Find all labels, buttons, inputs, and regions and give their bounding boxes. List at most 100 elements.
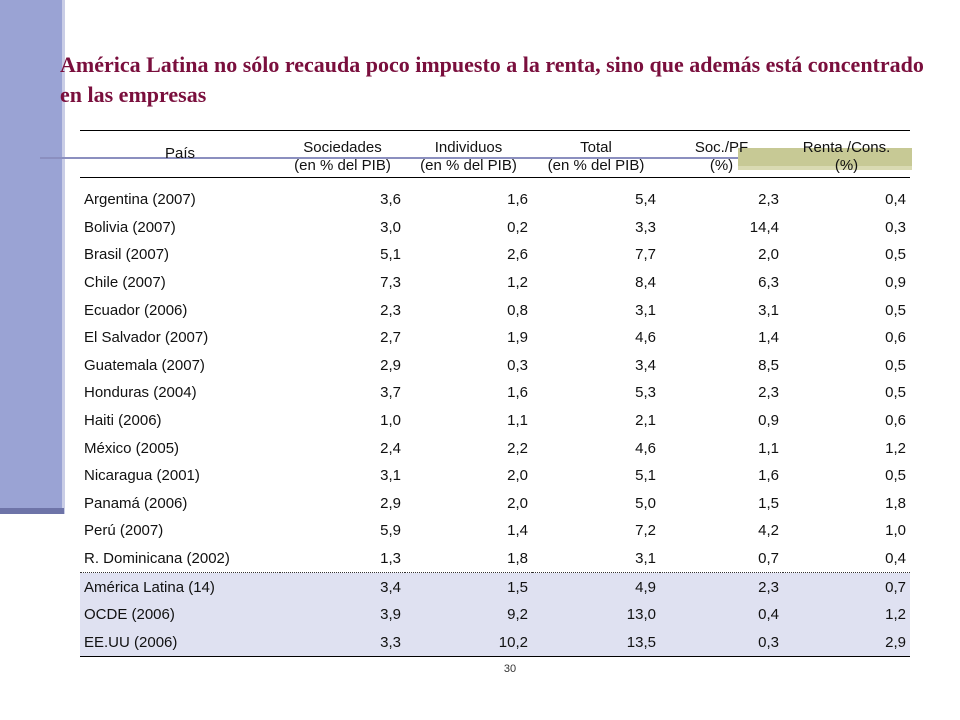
- value-cell: 2,9: [380, 356, 401, 374]
- table-row: Perú (2007) 5,9 1,4 7,2 4,2 1,0: [80, 517, 910, 545]
- table-row: Haiti (2006) 1,0 1,1 2,1 0,9 0,6: [80, 407, 910, 435]
- country-cell: OCDE (2006): [80, 600, 280, 629]
- value-cell: 14,4: [749, 218, 779, 236]
- value-cell: 1,8: [507, 550, 528, 568]
- decorative-left-bar-shadow: [62, 0, 65, 514]
- country-cell: EE.UU (2006): [80, 628, 280, 658]
- value-cell: 5,4: [635, 191, 656, 209]
- decorative-left-bar-edge: [0, 508, 64, 514]
- value-cell: 3,1: [758, 301, 779, 319]
- value-cell: 0,3: [507, 356, 528, 374]
- value-cell: 2,1: [635, 412, 656, 430]
- table-row: Panamá (2006) 2,9 2,0 5,0 1,5 1,8: [80, 490, 910, 518]
- value-cell: 1,1: [507, 412, 528, 430]
- country-cell: R. Dominicana (2002): [84, 550, 230, 568]
- value-cell: 1,6: [507, 191, 528, 209]
- header-unit-renta-cons: (%): [783, 157, 910, 178]
- value-cell: 6,3: [758, 274, 779, 292]
- country-cell: Honduras (2004): [84, 384, 197, 402]
- table-row: Nicaragua (2001) 3,1 2,0 5,1 1,6 0,5: [80, 462, 910, 490]
- value-cell: 3,1: [380, 467, 401, 485]
- value-cell: 2,0: [507, 494, 528, 512]
- country-cell: El Salvador (2007): [84, 329, 209, 347]
- value-cell: 0,4: [660, 600, 783, 629]
- header-unit-individuos: (en % del PIB): [405, 157, 532, 178]
- value-cell: 0,8: [507, 301, 528, 319]
- value-cell: 0,6: [885, 329, 906, 347]
- decorative-left-bar: [0, 0, 62, 510]
- country-cell: América Latina (14): [80, 572, 280, 601]
- value-cell: 3,0: [380, 218, 401, 236]
- header-individuos: Individuos: [405, 130, 532, 157]
- header-total: Total: [532, 130, 660, 157]
- value-cell: 1,6: [758, 467, 779, 485]
- table-row: El Salvador (2007) 2,7 1,9 4,6 1,4 0,6: [80, 324, 910, 352]
- value-cell: 0,3: [660, 628, 783, 658]
- table-row: Brasil (2007) 5,1 2,6 7,7 2,0 0,5: [80, 241, 910, 269]
- value-cell: 1,5: [758, 494, 779, 512]
- value-cell: 5,9: [380, 522, 401, 540]
- country-cell: Perú (2007): [84, 522, 164, 540]
- value-cell: 1,4: [507, 522, 528, 540]
- page-number: 30: [503, 663, 517, 675]
- value-cell: 1,8: [885, 494, 906, 512]
- table-row: Chile (2007) 7,3 1,2 8,4 6,3 0,9: [80, 269, 910, 297]
- table-row: Ecuador (2006) 2,3 0,8 3,1 3,1 0,5: [80, 296, 910, 324]
- tax-table-container: País Sociedades Individuos Total Soc./PF…: [80, 130, 910, 658]
- value-cell: 1,3: [380, 550, 401, 568]
- value-cell: 0,5: [885, 384, 906, 402]
- value-cell: 1,5: [405, 572, 532, 601]
- summary-row: América Latina (14) 3,4 1,5 4,9 2,3 0,7: [80, 572, 910, 601]
- value-cell: 0,7: [783, 572, 910, 601]
- value-cell: 2,3: [380, 301, 401, 319]
- country-cell: Haiti (2006): [84, 412, 162, 430]
- value-cell: 5,1: [635, 467, 656, 485]
- header-row-2: (en % del PIB) (en % del PIB) (en % del …: [80, 157, 910, 178]
- value-cell: 2,7: [380, 329, 401, 347]
- country-cell: Guatemala (2007): [84, 356, 205, 374]
- value-cell: 10,2: [405, 628, 532, 658]
- value-cell: 1,2: [885, 439, 906, 457]
- header-sociedades: Sociedades: [280, 130, 405, 157]
- value-cell: 3,3: [280, 628, 405, 658]
- header-unit-total: (en % del PIB): [532, 157, 660, 178]
- table-body: Argentina (2007) 3,6 1,6 5,4 2,3 0,4 Bolivia (…: [80, 178, 910, 658]
- country-cell: Nicaragua (2001): [84, 467, 200, 485]
- value-cell: 3,9: [280, 600, 405, 629]
- value-cell: 4,2: [758, 522, 779, 540]
- value-cell: 1,2: [507, 274, 528, 292]
- value-cell: 2,0: [758, 246, 779, 264]
- value-cell: 7,2: [635, 522, 656, 540]
- country-cell: Chile (2007): [84, 274, 166, 292]
- value-cell: 13,5: [532, 628, 660, 658]
- value-cell: 2,3: [758, 191, 779, 209]
- country-cell: Panamá (2006): [84, 494, 188, 512]
- country-cell: Bolivia (2007): [84, 218, 176, 236]
- value-cell: 9,2: [405, 600, 532, 629]
- table-row: Guatemala (2007) 2,9 0,3 3,4 8,5 0,5: [80, 352, 910, 380]
- tax-table: País Sociedades Individuos Total Soc./PF…: [80, 130, 910, 658]
- value-cell: 0,5: [885, 246, 906, 264]
- value-cell: 0,4: [885, 550, 906, 568]
- value-cell: 3,3: [635, 218, 656, 236]
- value-cell: 5,0: [635, 494, 656, 512]
- value-cell: 0,3: [885, 218, 906, 236]
- value-cell: 1,4: [758, 329, 779, 347]
- value-cell: 1,6: [507, 384, 528, 402]
- country-cell: Brasil (2007): [84, 246, 170, 264]
- value-cell: 0,5: [885, 467, 906, 485]
- header-unit-soc-pf: (%): [660, 157, 783, 178]
- value-cell: 0,5: [885, 301, 906, 319]
- summary-row: OCDE (2006) 3,9 9,2 13,0 0,4 1,2: [80, 600, 910, 629]
- value-cell: 0,4: [885, 191, 906, 209]
- value-cell: 2,0: [507, 467, 528, 485]
- value-cell: 5,1: [380, 246, 401, 264]
- value-cell: 1,0: [885, 522, 906, 540]
- value-cell: 3,6: [380, 191, 401, 209]
- country-cell: México (2005): [84, 439, 180, 457]
- value-cell: 3,1: [635, 550, 656, 568]
- value-cell: 1,1: [758, 439, 779, 457]
- value-cell: 5,3: [635, 384, 656, 402]
- value-cell: 2,9: [783, 628, 910, 658]
- value-cell: 0,5: [885, 356, 906, 374]
